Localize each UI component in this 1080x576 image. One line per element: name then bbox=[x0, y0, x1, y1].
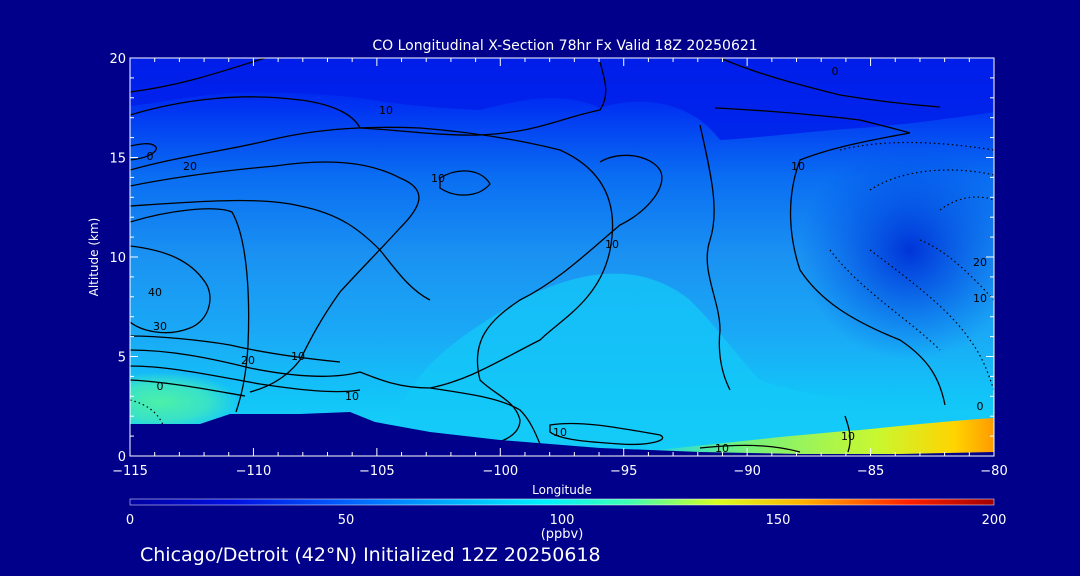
y-tick-label: 20 bbox=[109, 52, 126, 67]
y-axis-label: Altitude (km) bbox=[87, 218, 101, 297]
colorbar-tick-label: 50 bbox=[338, 513, 355, 528]
contour-lines bbox=[130, 58, 994, 453]
footer-text: Chicago/Detroit (42°N) Initialized 12Z 2… bbox=[140, 544, 601, 566]
contour-label: 10 bbox=[715, 442, 729, 455]
co-high-right-region bbox=[600, 418, 994, 456]
colorbar-ticks: 0 50 100 150 200 bbox=[126, 513, 1007, 528]
contour-label: 10 bbox=[973, 292, 987, 305]
colorbar-tick-label: 100 bbox=[550, 513, 575, 528]
contour-label: 10 bbox=[431, 172, 445, 185]
y-axis: 0 5 10 15 20 bbox=[109, 52, 994, 465]
y-tick-label: 15 bbox=[109, 152, 126, 167]
terrain bbox=[130, 412, 994, 456]
contour-label: 20 bbox=[241, 354, 255, 367]
contour-label: 10 bbox=[841, 430, 855, 443]
colorbar bbox=[129, 498, 995, 506]
contour-label: 0 bbox=[147, 150, 154, 163]
x-tick-label: −90 bbox=[733, 464, 760, 479]
x-axis: −115 −110 −105 −100 −95 −90 −85 −80 bbox=[112, 58, 1008, 479]
x-axis-label: Longitude bbox=[532, 483, 592, 497]
colorbar-tick-label: 150 bbox=[766, 513, 791, 528]
x-tick-label: −80 bbox=[980, 464, 1007, 479]
contour-label: 20 bbox=[183, 160, 197, 173]
contour-label: 10 bbox=[791, 160, 805, 173]
contour-label: 10 bbox=[553, 426, 567, 439]
contour-label: 10 bbox=[345, 390, 359, 403]
y-tick-label: 0 bbox=[118, 450, 126, 465]
x-tick-label: −105 bbox=[359, 464, 395, 479]
x-tick-label: −100 bbox=[482, 464, 518, 479]
contour-label: 40 bbox=[148, 286, 162, 299]
contour-label: 0 bbox=[977, 400, 984, 413]
colorbar-label: (ppbv) bbox=[541, 527, 584, 542]
co-high-left-region bbox=[130, 372, 240, 432]
x-tick-label: −95 bbox=[610, 464, 637, 479]
contour-label: 0 bbox=[157, 380, 164, 393]
contour-label: 30 bbox=[153, 320, 167, 333]
co-mid-region bbox=[400, 273, 994, 456]
contour-label: 10 bbox=[291, 350, 305, 363]
y-tick-label: 10 bbox=[109, 251, 126, 266]
x-tick-label: −110 bbox=[236, 464, 272, 479]
contour-labels: 10 10 20 10 10 0 10 40 30 20 0 10 10 10 20 10 0 10 0 bbox=[147, 65, 988, 455]
chart-title: CO Longitudinal X-Section 78hr Fx Valid … bbox=[372, 38, 757, 54]
co-low-right-region bbox=[800, 140, 994, 360]
contour-label: 20 bbox=[973, 256, 987, 269]
contour-label: 10 bbox=[379, 104, 393, 117]
x-tick-label: −115 bbox=[112, 464, 148, 479]
colorbar-tick-label: 0 bbox=[126, 513, 134, 528]
colorbar-tick-label: 200 bbox=[982, 513, 1007, 528]
contour-label: 0 bbox=[832, 65, 839, 78]
contour-label: 10 bbox=[605, 238, 619, 251]
x-tick-label: −85 bbox=[857, 464, 884, 479]
y-tick-label: 5 bbox=[118, 351, 126, 366]
plot-area bbox=[130, 58, 994, 456]
